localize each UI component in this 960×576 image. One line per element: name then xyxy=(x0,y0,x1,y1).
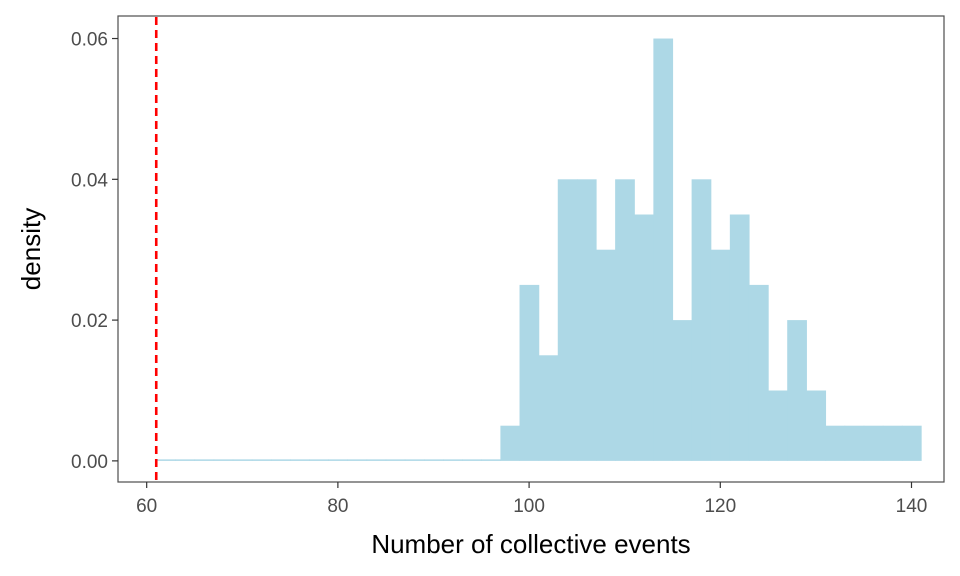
histogram-bar xyxy=(863,425,884,461)
histogram-bar xyxy=(901,425,922,461)
histogram-bar xyxy=(691,179,712,461)
histogram-bar xyxy=(634,214,654,461)
x-axis: 60 80 100 120 140 xyxy=(136,482,927,517)
histogram-bar xyxy=(462,459,482,461)
histogram-bar xyxy=(500,425,521,461)
y-axis: 0.00 0.02 0.04 0.06 xyxy=(71,30,118,473)
histogram-bar xyxy=(270,459,291,461)
histogram-bar xyxy=(175,459,196,461)
histogram-bar xyxy=(576,179,597,461)
panel-border xyxy=(117,15,945,483)
histogram-bar xyxy=(385,459,406,461)
x-axis-title: Number of collective events xyxy=(371,529,690,559)
x-tick-label: 100 xyxy=(513,496,545,517)
histogram-bar xyxy=(557,179,578,461)
histogram-bar xyxy=(538,355,559,461)
histogram-bar xyxy=(347,459,368,461)
histogram-bar xyxy=(825,425,846,461)
histogram-bar xyxy=(481,459,502,461)
x-tick-label: 120 xyxy=(704,496,736,517)
histogram-bar xyxy=(806,390,827,461)
histogram-bar xyxy=(366,459,387,461)
histogram-bar xyxy=(309,459,329,461)
histogram-bar xyxy=(596,249,616,461)
histogram-bar xyxy=(787,320,807,461)
histogram-bar xyxy=(768,390,788,461)
histogram-bar xyxy=(729,214,750,461)
histogram-bar xyxy=(156,459,176,461)
y-tick-label: 0.06 xyxy=(71,30,108,51)
histogram-bar xyxy=(213,459,234,461)
histogram-bar xyxy=(443,459,463,461)
y-tick-label: 0.00 xyxy=(71,452,108,473)
histogram-bar xyxy=(290,459,310,461)
histogram-bar xyxy=(710,249,731,461)
x-tick-label: 80 xyxy=(327,496,348,517)
histogram-bar xyxy=(748,284,769,461)
histogram-bar xyxy=(615,179,635,461)
histogram-bar xyxy=(423,459,444,461)
histogram-bars xyxy=(156,38,922,461)
y-tick-label: 0.04 xyxy=(71,170,108,191)
histogram-bar xyxy=(844,425,865,461)
histogram-bar xyxy=(519,284,540,461)
histogram-bar xyxy=(251,459,272,461)
histogram-bar xyxy=(404,459,425,461)
y-tick-label: 0.02 xyxy=(71,311,108,332)
histogram-bar xyxy=(653,38,674,461)
histogram-bar xyxy=(672,320,693,461)
y-axis-title: density xyxy=(16,208,46,290)
x-tick-label: 140 xyxy=(896,496,928,517)
histogram-bar xyxy=(328,459,349,461)
histogram-bar xyxy=(232,459,253,461)
histogram-bar xyxy=(194,459,215,461)
x-tick-label: 60 xyxy=(136,496,157,517)
histogram-bar xyxy=(882,425,903,461)
